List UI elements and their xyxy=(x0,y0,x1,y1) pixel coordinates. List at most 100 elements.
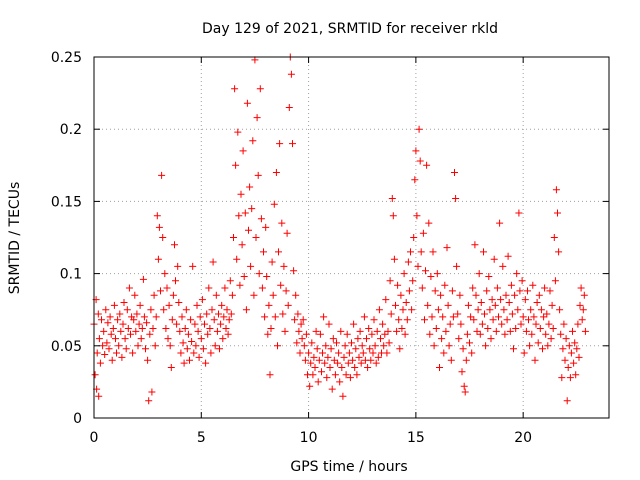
y-axis-label: SRMTID / TECUs xyxy=(7,182,23,295)
data-point xyxy=(387,310,395,318)
data-point xyxy=(554,209,561,217)
data-point xyxy=(543,310,551,318)
data-point xyxy=(150,291,158,299)
data-point xyxy=(557,330,565,338)
data-point xyxy=(539,345,546,353)
data-point xyxy=(475,270,483,278)
data-point xyxy=(246,183,254,191)
data-point xyxy=(217,320,225,328)
data-point xyxy=(287,70,295,78)
data-point xyxy=(315,356,323,364)
data-point xyxy=(289,140,296,148)
data-point xyxy=(281,327,289,335)
data-point xyxy=(186,356,193,364)
data-point xyxy=(576,301,584,309)
data-point xyxy=(164,335,172,343)
data-point xyxy=(340,353,348,361)
data-point xyxy=(525,316,532,324)
data-point xyxy=(175,299,183,306)
data-point xyxy=(436,364,443,371)
data-point xyxy=(194,327,202,335)
data-point xyxy=(295,327,303,335)
data-point xyxy=(396,345,404,353)
data-point xyxy=(306,382,314,390)
data-point xyxy=(398,325,406,332)
data-point xyxy=(205,284,213,292)
data-point xyxy=(410,234,418,241)
data-point xyxy=(104,319,112,327)
data-point xyxy=(333,339,340,347)
data-points xyxy=(90,53,589,405)
data-point xyxy=(432,325,440,332)
data-point xyxy=(260,248,267,256)
data-point xyxy=(560,320,568,328)
data-point xyxy=(172,277,179,285)
data-point xyxy=(464,301,472,309)
data-point xyxy=(180,359,188,367)
data-point xyxy=(243,99,251,107)
data-point xyxy=(215,310,222,318)
data-point xyxy=(508,310,516,318)
data-point xyxy=(456,291,464,299)
data-point xyxy=(501,330,509,338)
data-point xyxy=(119,320,127,328)
data-point xyxy=(234,128,242,136)
data-point xyxy=(211,342,219,350)
data-point xyxy=(213,327,221,335)
data-point xyxy=(519,313,527,321)
data-point xyxy=(386,277,394,285)
data-point xyxy=(256,85,264,93)
data-point xyxy=(371,342,379,350)
data-point xyxy=(192,342,200,350)
data-point xyxy=(148,388,156,396)
data-point xyxy=(147,306,155,314)
data-point xyxy=(237,190,245,198)
data-point xyxy=(552,186,560,194)
data-point xyxy=(470,316,478,324)
data-point xyxy=(502,291,510,299)
data-point xyxy=(241,209,249,217)
data-point xyxy=(293,339,301,347)
data-point xyxy=(323,374,331,382)
data-point xyxy=(275,248,282,256)
data-point xyxy=(544,342,552,350)
data-point xyxy=(471,241,479,249)
data-point xyxy=(555,248,563,256)
data-point xyxy=(297,320,305,328)
data-point xyxy=(153,212,161,220)
data-point xyxy=(189,262,197,270)
data-point xyxy=(425,219,433,227)
data-point xyxy=(370,316,378,324)
data-point xyxy=(277,281,285,289)
data-point xyxy=(467,313,475,321)
data-point xyxy=(279,310,287,318)
data-point xyxy=(300,342,308,350)
data-point xyxy=(405,287,413,295)
data-point xyxy=(313,345,321,353)
data-point xyxy=(532,320,540,328)
data-point xyxy=(177,349,185,357)
data-point xyxy=(578,316,586,324)
data-point xyxy=(463,330,471,338)
data-point xyxy=(343,330,351,338)
data-point xyxy=(184,330,192,338)
data-point xyxy=(219,335,227,343)
data-point xyxy=(457,320,465,328)
data-point xyxy=(271,313,279,321)
data-point xyxy=(257,215,265,223)
data-point xyxy=(307,359,315,367)
data-point xyxy=(400,270,408,278)
data-point xyxy=(285,104,293,111)
data-point xyxy=(209,258,217,266)
data-point xyxy=(515,209,523,217)
data-point xyxy=(114,316,122,324)
data-point xyxy=(99,342,107,350)
x-tick-label: 5 xyxy=(197,430,206,446)
data-point xyxy=(220,313,228,321)
data-point xyxy=(374,353,382,361)
data-point xyxy=(535,291,543,299)
data-point xyxy=(139,275,147,283)
data-point xyxy=(454,310,462,318)
data-point xyxy=(155,223,163,231)
data-point xyxy=(397,291,405,299)
